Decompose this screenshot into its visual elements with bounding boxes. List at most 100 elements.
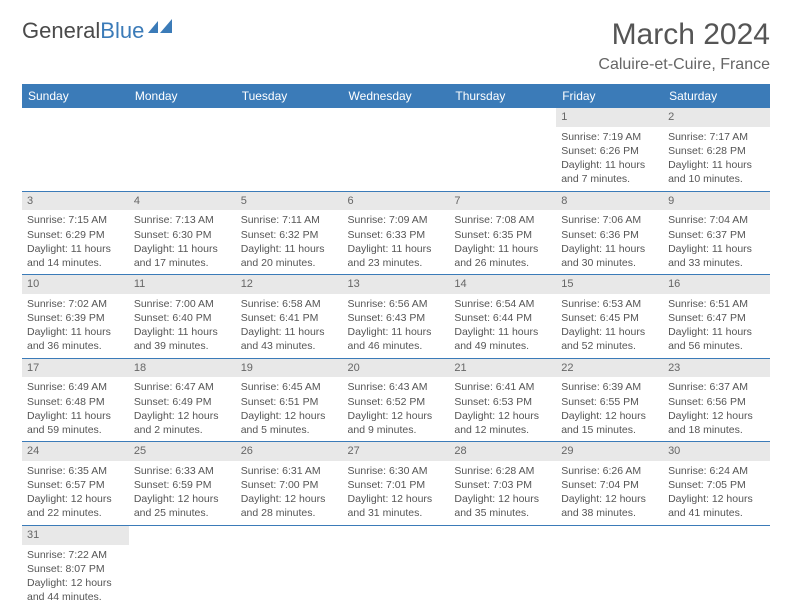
- daylight-line: Daylight: 12 hours and 38 minutes.: [561, 492, 658, 520]
- calendar-day-cell: 17Sunrise: 6:49 AMSunset: 6:48 PMDayligh…: [22, 358, 129, 442]
- daylight-line: Daylight: 11 hours and 23 minutes.: [348, 242, 445, 270]
- day-header: Wednesday: [343, 84, 450, 108]
- sunrise-line: Sunrise: 7:13 AM: [134, 213, 231, 227]
- calendar-header-row: SundayMondayTuesdayWednesdayThursdayFrid…: [22, 84, 770, 108]
- sunset-line: Sunset: 8:07 PM: [27, 562, 124, 576]
- sunrise-line: Sunrise: 6:47 AM: [134, 380, 231, 394]
- sunrise-line: Sunrise: 6:41 AM: [454, 380, 551, 394]
- calendar-day-cell: 29 Sunrise: 6:26 AMSunset: 7:04 PMDayligh…: [556, 442, 663, 526]
- calendar-day-cell: 2Sunrise: 7:17 AMSunset: 6:28 PMDaylight…: [663, 108, 770, 191]
- calendar-day-cell: 7Sunrise: 7:08 AMSunset: 6:35 PMDaylight…: [449, 191, 556, 275]
- calendar-day-cell: 12Sunrise: 6:58 AMSunset: 6:41 PMDayligh…: [236, 275, 343, 359]
- calendar-day-cell: 16Sunrise: 6:51 AMSunset: 6:47 PMDayligh…: [663, 275, 770, 359]
- day-number: 10: [22, 275, 129, 294]
- day-header: Tuesday: [236, 84, 343, 108]
- day-header: Thursday: [449, 84, 556, 108]
- calendar-table: SundayMondayTuesdayWednesdayThursdayFrid…: [22, 84, 770, 608]
- sunrise-line: Sunrise: 6:28 AM: [454, 464, 551, 478]
- day-content: Sunrise: 6:30 AMSunset: 7:01 PMDaylight:…: [343, 461, 450, 525]
- daylight-line: Daylight: 11 hours and 26 minutes.: [454, 242, 551, 270]
- sunrise-line: Sunrise: 6:45 AM: [241, 380, 338, 394]
- calendar-day-cell: 18Sunrise: 6:47 AMSunset: 6:49 PMDayligh…: [129, 358, 236, 442]
- day-content: Sunrise: 6:51 AMSunset: 6:47 PMDaylight:…: [663, 294, 770, 358]
- sunset-line: Sunset: 6:26 PM: [561, 144, 658, 158]
- sunset-line: Sunset: 6:47 PM: [668, 311, 765, 325]
- sunrise-line: Sunrise: 6:53 AM: [561, 297, 658, 311]
- day-content: Sunrise: 6:28 AMSunset: 7:03 PMDaylight:…: [449, 461, 556, 525]
- day-content: Sunrise: 7:11 AMSunset: 6:32 PMDaylight:…: [236, 210, 343, 274]
- daylight-line: Daylight: 12 hours and 28 minutes.: [241, 492, 338, 520]
- sunrise-line: Sunrise: 7:06 AM: [561, 213, 658, 227]
- sunrise-line: Sunrise: 7:08 AM: [454, 213, 551, 227]
- calendar-day-cell: [449, 108, 556, 191]
- calendar-day-cell: 14Sunrise: 6:54 AMSunset: 6:44 PMDayligh…: [449, 275, 556, 359]
- calendar-day-cell: [663, 525, 770, 608]
- day-number: 9: [663, 192, 770, 211]
- day-number: 21: [449, 359, 556, 378]
- daylight-line: Daylight: 11 hours and 43 minutes.: [241, 325, 338, 353]
- day-number: 30: [663, 442, 770, 461]
- daylight-line: Daylight: 11 hours and 14 minutes.: [27, 242, 124, 270]
- calendar-day-cell: 4Sunrise: 7:13 AMSunset: 6:30 PMDaylight…: [129, 191, 236, 275]
- daylight-line: Daylight: 12 hours and 22 minutes.: [27, 492, 124, 520]
- calendar-week-row: 31Sunrise: 7:22 AMSunset: 8:07 PMDayligh…: [22, 525, 770, 608]
- sunset-line: Sunset: 6:40 PM: [134, 311, 231, 325]
- day-content: Sunrise: 6:45 AMSunset: 6:51 PMDaylight:…: [236, 377, 343, 441]
- daylight-line: Daylight: 12 hours and 35 minutes.: [454, 492, 551, 520]
- day-number: 29: [556, 442, 663, 461]
- daylight-line: Daylight: 12 hours and 2 minutes.: [134, 409, 231, 437]
- day-number: 6: [343, 192, 450, 211]
- calendar-week-row: 10Sunrise: 7:02 AMSunset: 6:39 PMDayligh…: [22, 275, 770, 359]
- day-content: Sunrise: 6:43 AMSunset: 6:52 PMDaylight:…: [343, 377, 450, 441]
- sunrise-line: Sunrise: 7:22 AM: [27, 548, 124, 562]
- calendar-day-cell: 11Sunrise: 7:00 AMSunset: 6:40 PMDayligh…: [129, 275, 236, 359]
- calendar-day-cell: 1Sunrise: 7:19 AMSunset: 6:26 PMDaylight…: [556, 108, 663, 191]
- sunrise-line: Sunrise: 6:37 AM: [668, 380, 765, 394]
- calendar-week-row: 1Sunrise: 7:19 AMSunset: 6:26 PMDaylight…: [22, 108, 770, 191]
- calendar-day-cell: 30Sunrise: 6:24 AMSunset: 7:05 PMDayligh…: [663, 442, 770, 526]
- sunset-line: Sunset: 7:04 PM: [561, 478, 658, 492]
- calendar-day-cell: 13Sunrise: 6:56 AMSunset: 6:43 PMDayligh…: [343, 275, 450, 359]
- day-content: Sunrise: 6:39 AMSunset: 6:55 PMDaylight:…: [556, 377, 663, 441]
- daylight-line: Daylight: 12 hours and 44 minutes.: [27, 576, 124, 604]
- day-content: Sunrise: 7:19 AMSunset: 6:26 PMDaylight:…: [556, 127, 663, 191]
- day-header: Friday: [556, 84, 663, 108]
- day-number: 26: [236, 442, 343, 461]
- calendar-week-row: 24Sunrise: 6:35 AMSunset: 6:57 PMDayligh…: [22, 442, 770, 526]
- sunrise-line: Sunrise: 7:15 AM: [27, 213, 124, 227]
- sunset-line: Sunset: 6:55 PM: [561, 395, 658, 409]
- sunrise-line: Sunrise: 6:39 AM: [561, 380, 658, 394]
- day-header: Sunday: [22, 84, 129, 108]
- sunrise-line: Sunrise: 6:56 AM: [348, 297, 445, 311]
- day-number: 12: [236, 275, 343, 294]
- daylight-line: Daylight: 11 hours and 33 minutes.: [668, 242, 765, 270]
- sunrise-line: Sunrise: 6:33 AM: [134, 464, 231, 478]
- day-number: 19: [236, 359, 343, 378]
- sunrise-line: Sunrise: 6:26 AM: [561, 464, 658, 478]
- calendar-day-cell: 25Sunrise: 6:33 AMSunset: 6:59 PMDayligh…: [129, 442, 236, 526]
- sunrise-line: Sunrise: 6:58 AM: [241, 297, 338, 311]
- day-content: Sunrise: 6:37 AMSunset: 6:56 PMDaylight:…: [663, 377, 770, 441]
- calendar-week-row: 3Sunrise: 7:15 AMSunset: 6:29 PMDaylight…: [22, 191, 770, 275]
- day-number: 18: [129, 359, 236, 378]
- day-number: 25: [129, 442, 236, 461]
- sunrise-line: Sunrise: 7:00 AM: [134, 297, 231, 311]
- daylight-line: Daylight: 12 hours and 5 minutes.: [241, 409, 338, 437]
- title-block: March 2024 Caluire-et-Cuire, France: [598, 18, 770, 74]
- day-content: Sunrise: 6:54 AMSunset: 6:44 PMDaylight:…: [449, 294, 556, 358]
- day-number: 16: [663, 275, 770, 294]
- day-content: Sunrise: 7:17 AMSunset: 6:28 PMDaylight:…: [663, 127, 770, 191]
- calendar-day-cell: 23Sunrise: 6:37 AMSunset: 6:56 PMDayligh…: [663, 358, 770, 442]
- day-content: Sunrise: 6:53 AMSunset: 6:45 PMDaylight:…: [556, 294, 663, 358]
- calendar-day-cell: [129, 108, 236, 191]
- calendar-day-cell: 24Sunrise: 6:35 AMSunset: 6:57 PMDayligh…: [22, 442, 129, 526]
- sunrise-line: Sunrise: 6:51 AM: [668, 297, 765, 311]
- sunset-line: Sunset: 6:51 PM: [241, 395, 338, 409]
- sunrise-line: Sunrise: 7:02 AM: [27, 297, 124, 311]
- sunrise-line: Sunrise: 6:43 AM: [348, 380, 445, 394]
- calendar-day-cell: 20Sunrise: 6:43 AMSunset: 6:52 PMDayligh…: [343, 358, 450, 442]
- sunset-line: Sunset: 7:01 PM: [348, 478, 445, 492]
- day-header: Monday: [129, 84, 236, 108]
- daylight-line: Daylight: 12 hours and 31 minutes.: [348, 492, 445, 520]
- daylight-line: Daylight: 12 hours and 15 minutes.: [561, 409, 658, 437]
